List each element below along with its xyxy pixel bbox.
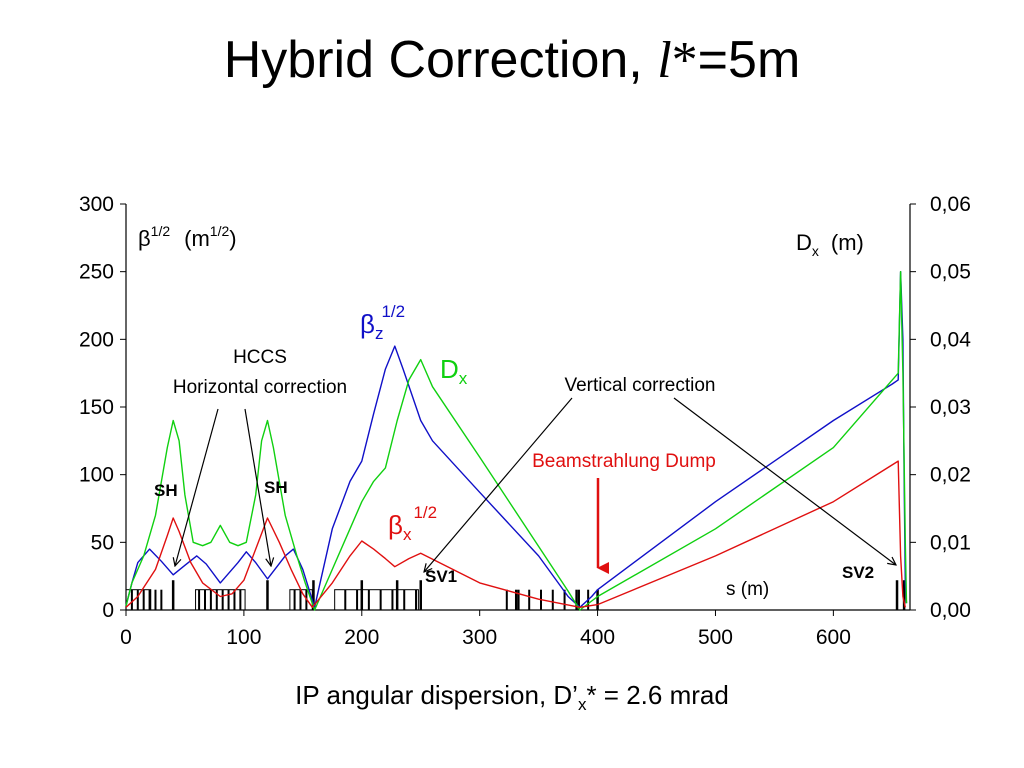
- right-axis-unit-label: Dx (m): [796, 230, 864, 259]
- series-line: [125, 460, 906, 608]
- lattice-elements: [125, 580, 906, 611]
- beamstrahlung-dump-label: Beamstrahlung Dump: [532, 451, 716, 472]
- sh-label-right: SH: [264, 478, 288, 497]
- y2-tick-label: 0,02: [930, 464, 971, 487]
- y2-tick-label: 0,03: [930, 396, 971, 419]
- x-tick-label: 200: [344, 626, 379, 649]
- x-tick-label: 300: [462, 626, 497, 649]
- sv1-label: SV1: [425, 567, 457, 586]
- x-tick-label: 600: [816, 626, 851, 649]
- page-title: Hybrid Correction, l*=5m: [223, 31, 801, 89]
- dx-label: Dx: [440, 354, 468, 388]
- hccs-label: HCCS: [233, 347, 287, 368]
- beta-x-label: βx1/2: [388, 503, 437, 544]
- vertical-arrow-right: [673, 397, 896, 565]
- x-tick-label: 500: [698, 626, 733, 649]
- s-axis-label: s (m): [726, 579, 769, 600]
- y-tick-label: 50: [91, 531, 114, 554]
- y2-tick-label: 0,06: [930, 193, 971, 216]
- y2-tick-label: 0,05: [930, 261, 971, 284]
- element-block: [195, 589, 246, 611]
- y-tick-label: 150: [79, 396, 114, 419]
- x-tick-label: 100: [226, 626, 261, 649]
- y2-tick-label: 0,01: [930, 531, 971, 554]
- y2-tick-label: 0,00: [930, 599, 971, 622]
- vertical-arrow-left: [424, 397, 573, 572]
- horizontal-arrow-right: [244, 408, 271, 566]
- y-tick-label: 200: [79, 328, 114, 351]
- y-tick-label: 100: [79, 464, 114, 487]
- y-tick-label: 300: [79, 193, 114, 216]
- left-axis-unit-label: β1/2 (m1/2): [138, 223, 237, 251]
- horizontal-arrow-left: [175, 408, 219, 566]
- beta-z-label: βz1/2: [360, 302, 405, 343]
- chart-curves: [125, 271, 908, 611]
- x-tick-label: 400: [580, 626, 615, 649]
- sh-label-left: SH: [154, 481, 178, 500]
- x-tick-label: 0: [120, 626, 132, 649]
- x-axis-title: IP angular dispersion, D’x* = 2.6 mrad: [295, 680, 729, 715]
- y-tick-label: 250: [79, 261, 114, 284]
- chart-axes: 0 50 100 150 200 250 300 0,00 0,01 0,02 0,03 0,04 0,…: [79, 193, 971, 649]
- y2-tick-label: 0,04: [930, 328, 971, 351]
- element-block: [334, 589, 419, 611]
- horizontal-correction-label: Horizontal correction: [173, 377, 347, 398]
- sv2-label: SV2: [842, 563, 874, 582]
- series-line: [125, 271, 908, 611]
- vertical-correction-label: Vertical correction: [564, 375, 715, 396]
- y-tick-label: 0: [102, 599, 114, 622]
- series-line: [125, 271, 908, 608]
